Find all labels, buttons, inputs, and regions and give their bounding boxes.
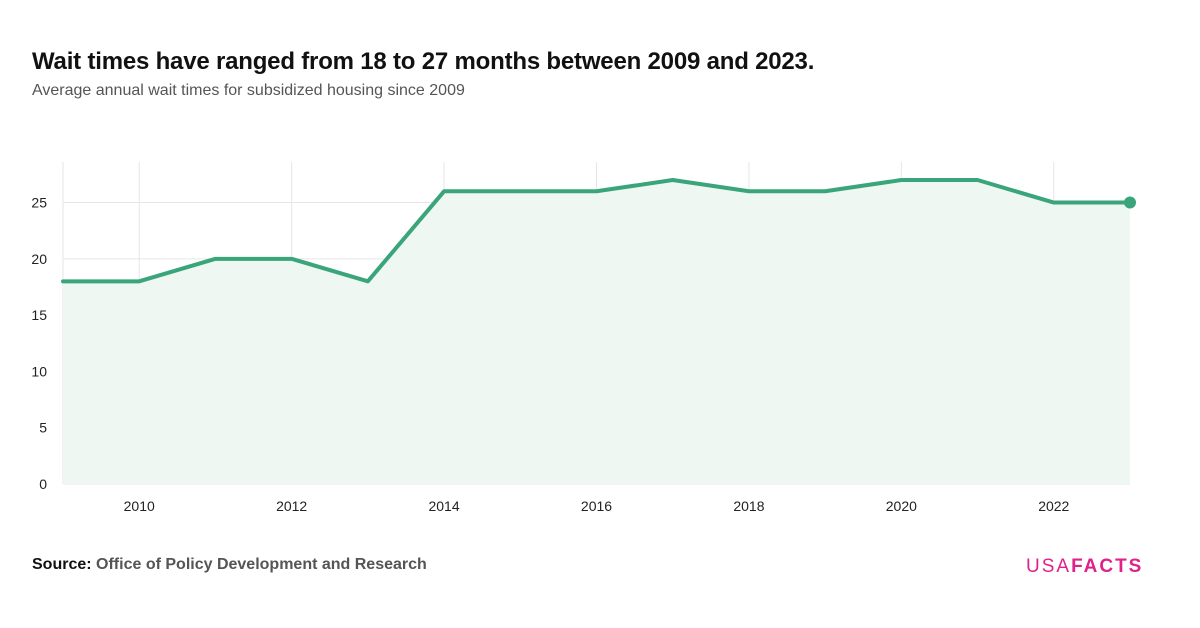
logo-text-facts: FACTS xyxy=(1071,556,1144,577)
x-tick-label: 2020 xyxy=(886,498,917,514)
chart-title: Wait times have ranged from 18 to 27 mon… xyxy=(32,48,815,75)
y-tick-label: 0 xyxy=(39,476,47,492)
y-tick-label: 25 xyxy=(31,195,47,211)
y-tick-label: 10 xyxy=(31,363,47,379)
source-note: Source: Office of Policy Development and… xyxy=(32,556,427,574)
y-tick-label: 15 xyxy=(31,307,47,323)
y-tick-label: 5 xyxy=(39,420,47,436)
last-data-point xyxy=(1124,196,1136,209)
x-tick-label: 2010 xyxy=(124,498,155,514)
x-tick-label: 2016 xyxy=(581,498,612,514)
series-area xyxy=(63,180,1130,485)
usafacts-logo[interactable]: USAFACTS xyxy=(1026,556,1143,578)
series-line xyxy=(61,178,1132,284)
x-tick-label: 2012 xyxy=(276,498,307,514)
logo-text-usa: USA xyxy=(1026,556,1072,577)
x-tick-label: 2022 xyxy=(1038,498,1069,514)
y-tick-label: 20 xyxy=(31,251,47,267)
x-tick-label: 2018 xyxy=(733,498,764,514)
source-value: Office of Policy Development and Researc… xyxy=(96,556,427,573)
chart-subtitle: Average annual wait times for subsidized… xyxy=(32,82,465,99)
x-tick-label: 2014 xyxy=(428,498,459,514)
source-label: Source: xyxy=(32,556,92,573)
